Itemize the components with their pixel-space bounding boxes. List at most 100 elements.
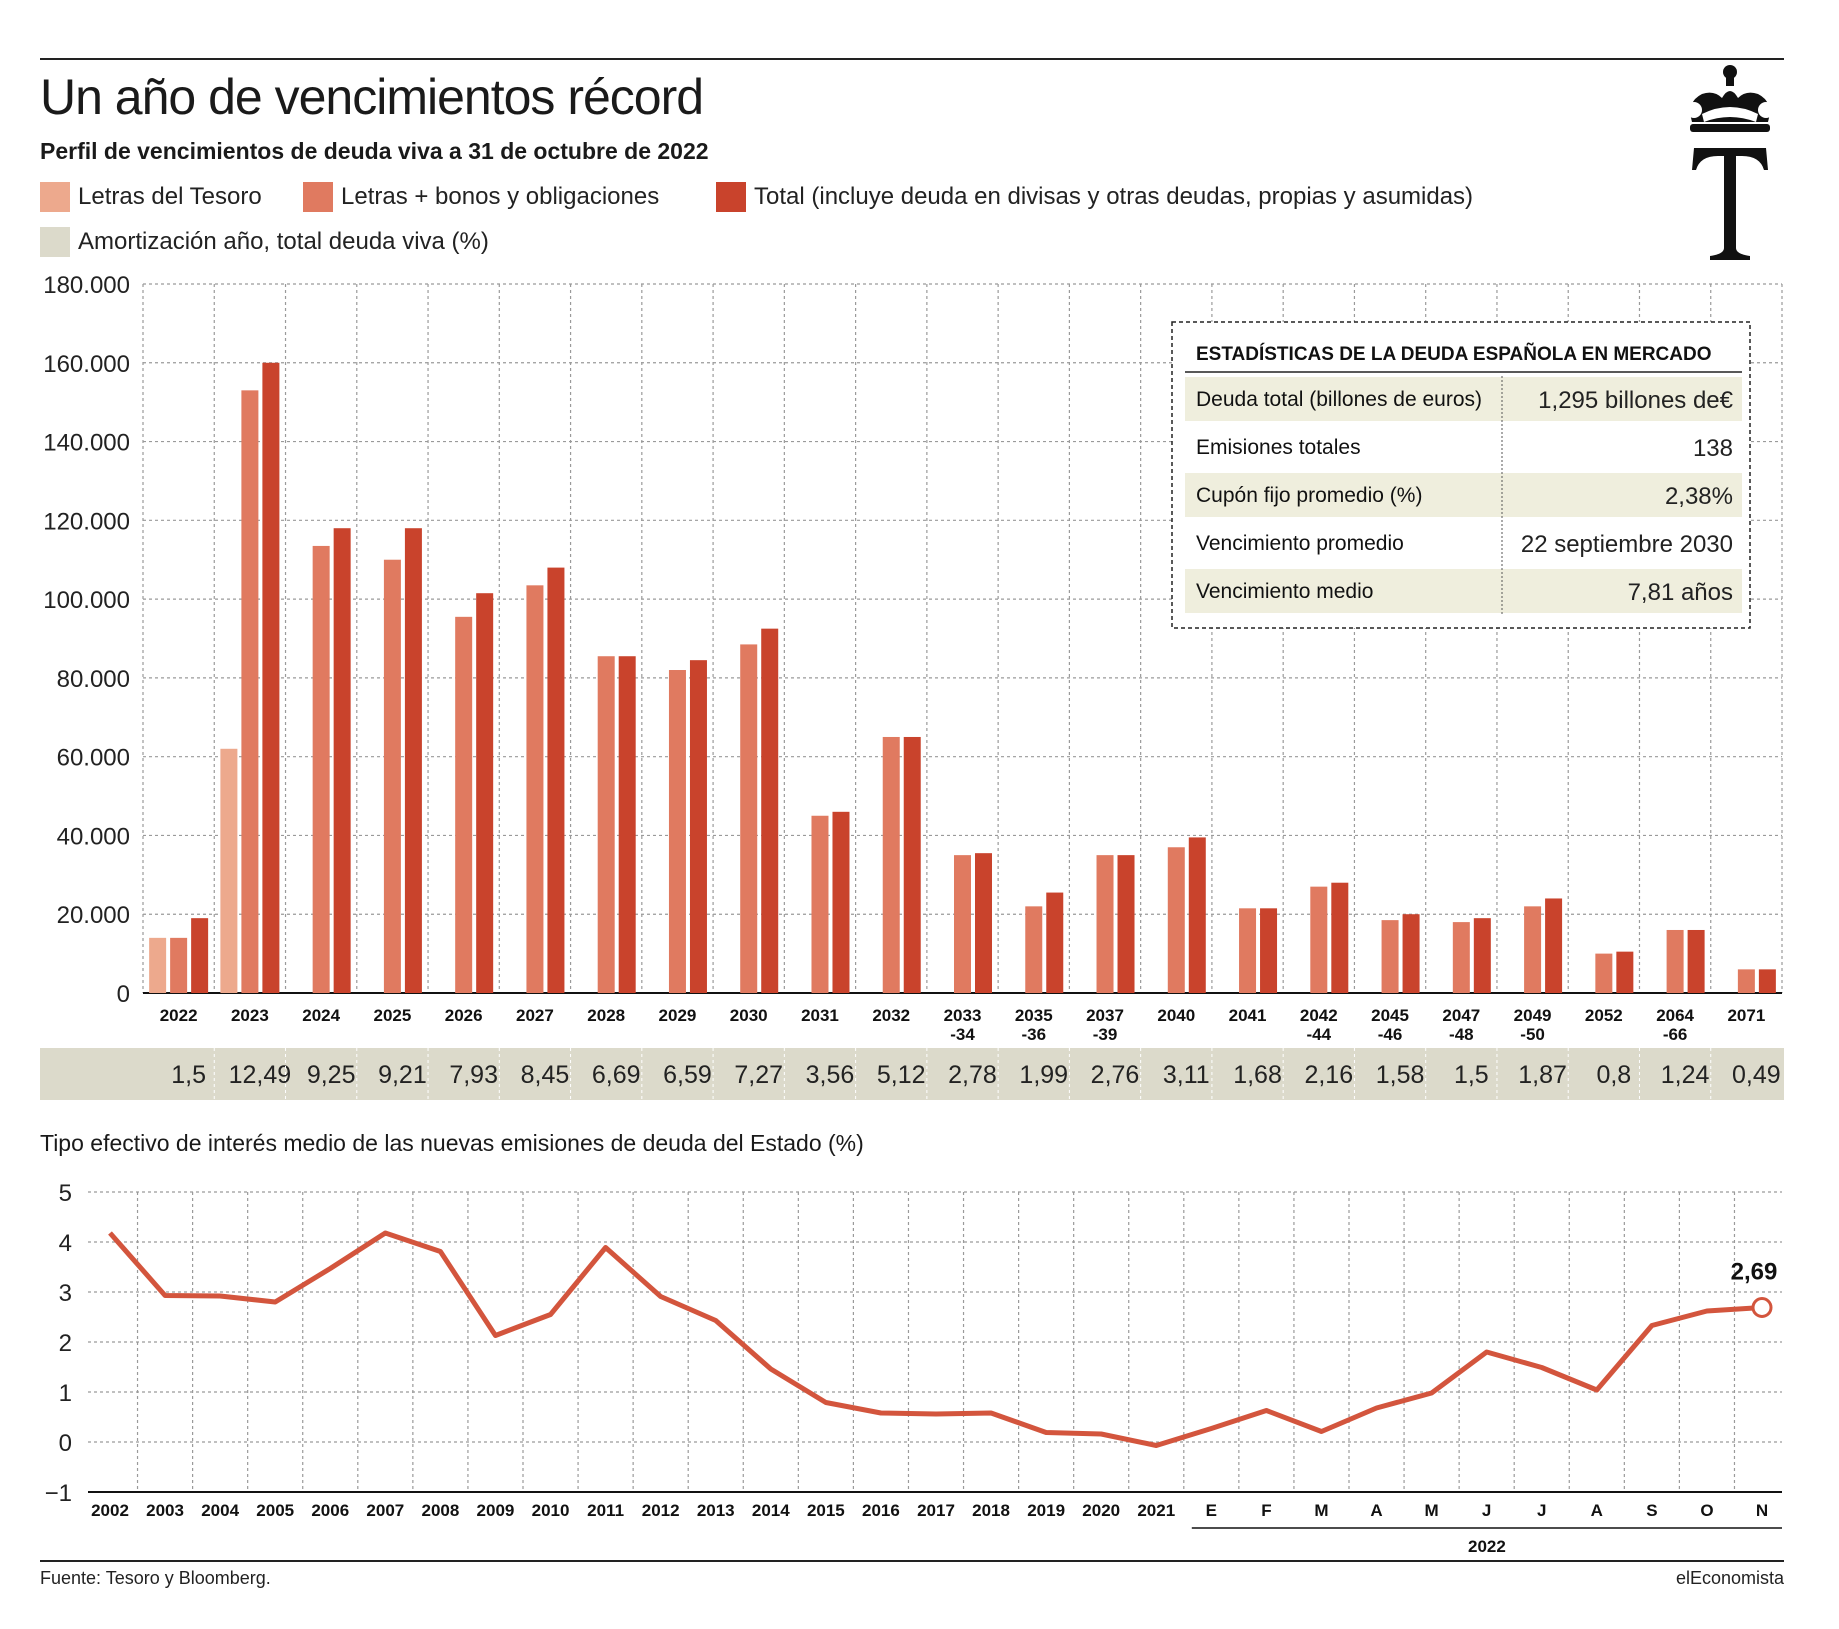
- bar: [1025, 906, 1043, 993]
- bar: [1737, 969, 1755, 993]
- x-tick-label: O: [1700, 1501, 1713, 1520]
- bar: [689, 660, 707, 993]
- x-tick-label: 2040: [1157, 1006, 1195, 1025]
- stats-row-value: 2,38%: [1665, 483, 1733, 510]
- x-tick-label: J: [1537, 1501, 1546, 1520]
- amortization-value: 9,21: [378, 1061, 427, 1089]
- x-tick-label: 2015: [807, 1501, 845, 1520]
- y-tick-label: 120.000: [43, 508, 130, 535]
- x-tick-label: 2024: [302, 1006, 340, 1025]
- x-tick-label: 2013: [697, 1501, 735, 1520]
- line-chart-x-ticks: 2002 2003 2004 2005 2006 2007 2008 2009 2010 2011…: [91, 1501, 1782, 1556]
- amortization-value: 2,76: [1091, 1061, 1140, 1089]
- x-tick-label: -39: [1093, 1025, 1118, 1044]
- amortization-row: 1,5 12,49 9,25 9,21 7,93 8,45 6,69 6,59 7,27 3,56…: [40, 1048, 1784, 1100]
- amortization-value: 6,59: [663, 1061, 712, 1089]
- x-tick-label: 2071: [1727, 1006, 1765, 1025]
- legend-swatch: [303, 182, 333, 212]
- y-tick-label: 160.000: [43, 351, 130, 378]
- x-tick-label: 2020: [1082, 1501, 1120, 1520]
- x-tick-label: 2014: [752, 1501, 790, 1520]
- x-tick-label: A: [1591, 1501, 1603, 1520]
- amortization-value: 9,25: [307, 1061, 356, 1089]
- bar: [832, 811, 850, 993]
- bar: [191, 918, 209, 993]
- amortization-band: [40, 1048, 1784, 1100]
- legend-swatch: [716, 182, 746, 212]
- x-tick-label: -44: [1307, 1025, 1332, 1044]
- amortization-value: 1,68: [1233, 1061, 1282, 1089]
- bar: [170, 937, 188, 993]
- bar: [404, 528, 422, 993]
- x-tick-label: 2029: [659, 1006, 697, 1025]
- x-tick-label: 2025: [373, 1006, 411, 1025]
- y-tick-label: −1: [45, 1480, 72, 1507]
- stats-row-background: [1185, 377, 1742, 421]
- legend-item-letras: Letras del Tesoro: [40, 182, 262, 212]
- amortization-value: 1,24: [1661, 1061, 1710, 1089]
- x-tick-label: 2037: [1086, 1006, 1124, 1025]
- bar: [903, 736, 921, 993]
- x-tick-label: 2003: [146, 1501, 184, 1520]
- bar: [149, 937, 167, 993]
- bar: [1545, 898, 1563, 993]
- stats-row-value: 22 septiembre 2030: [1521, 531, 1733, 558]
- stats-row-value: 7,81 años: [1628, 579, 1733, 606]
- x-tick-label: M: [1314, 1501, 1328, 1520]
- amortization-value: 7,27: [734, 1061, 783, 1089]
- x-tick-label: -66: [1663, 1025, 1688, 1044]
- x-tick-label: F: [1261, 1501, 1271, 1520]
- bar: [597, 656, 615, 993]
- svg-text:T: T: [1730, 181, 1731, 183]
- x-tick-label: 2016: [862, 1501, 900, 1520]
- y-tick-label: 140.000: [43, 430, 130, 457]
- amortization-value: 8,45: [521, 1061, 570, 1089]
- x-tick-label: 2011: [587, 1501, 624, 1520]
- x-tick-label: 2032: [872, 1006, 910, 1025]
- bar: [882, 736, 900, 993]
- y-tick-label: 100.000: [43, 587, 130, 614]
- bar: [1117, 855, 1135, 993]
- y-tick-label: 60.000: [57, 745, 130, 772]
- crown-icon: T: [1686, 65, 1774, 260]
- x-tick-label: 2022: [160, 1006, 198, 1025]
- y-tick-label: 0: [59, 1430, 72, 1457]
- amortization-value: 1,5: [171, 1061, 206, 1089]
- y-tick-label: 4: [59, 1230, 72, 1257]
- bar: [1188, 837, 1206, 993]
- x-tick-label: 2004: [201, 1501, 239, 1520]
- legend-item-total: Total (incluye deuda en divisas y otras …: [716, 182, 1473, 212]
- bar: [526, 585, 544, 993]
- bar: [1331, 882, 1349, 993]
- bar: [1616, 951, 1634, 993]
- x-tick-label: 2030: [730, 1006, 768, 1025]
- x-tick-label: 2026: [445, 1006, 483, 1025]
- bar: [262, 362, 280, 993]
- amortization-value: 6,69: [592, 1061, 641, 1089]
- x-tick-label: 2049: [1514, 1006, 1552, 1025]
- x-tick-label: 2009: [477, 1501, 515, 1520]
- y-tick-label: 1: [59, 1380, 72, 1407]
- x-tick-label: 2023: [231, 1006, 269, 1025]
- x-tick-label: 2033: [944, 1006, 982, 1025]
- legend-item-amortizacion: Amortización año, total deuda viva (%): [40, 227, 489, 257]
- chart-subtitle: Perfil de vencimientos de deuda viva a 3…: [40, 138, 709, 164]
- legend-swatch: [40, 182, 70, 212]
- line-chart-title: Tipo efectivo de interés medio de las nu…: [40, 1130, 864, 1156]
- bar: [1046, 892, 1064, 993]
- x-tick-label: N: [1756, 1501, 1768, 1520]
- x-tick-label: 2005: [256, 1501, 294, 1520]
- x-tick-label: 2008: [421, 1501, 459, 1520]
- x-tick-label: -34: [950, 1025, 975, 1044]
- x-tick-label: 2019: [1027, 1501, 1065, 1520]
- source-note: Fuente: Tesoro y Bloomberg.: [40, 1568, 271, 1588]
- x-tick-label: 2006: [311, 1501, 349, 1520]
- bar: [476, 593, 494, 993]
- legend-label: Letras + bonos y obligaciones: [341, 183, 660, 210]
- bar: [618, 656, 636, 993]
- y-tick-label: 40.000: [57, 823, 130, 850]
- x-tick-label: -50: [1520, 1025, 1545, 1044]
- amortization-value: 7,93: [449, 1061, 498, 1089]
- series-line: [108, 1230, 1763, 1448]
